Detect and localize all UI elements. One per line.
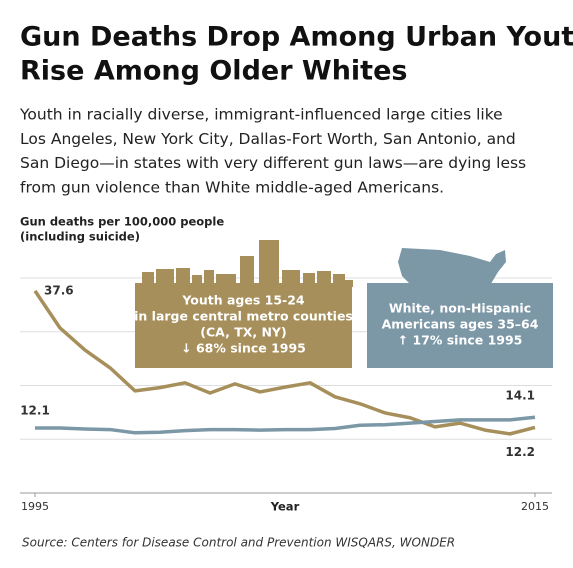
- value-label: 14.1: [505, 389, 535, 403]
- chart-subtitle: San Diego—in states with very different …: [20, 154, 526, 172]
- white-box: [367, 283, 553, 368]
- chart-subtitle: Youth in racially diverse, immigrant-inf…: [19, 106, 503, 124]
- x-tick-label: 1995: [21, 500, 49, 513]
- series-line: [35, 415, 536, 435]
- skyline-icon: [142, 240, 353, 287]
- source-note: Source: Centers for Disease Control and …: [22, 536, 455, 550]
- chart-subtitle: Los Angeles, New York City, Dallas-Fort …: [20, 130, 516, 148]
- series-line: [33, 289, 536, 436]
- x-axis-label: Year: [270, 500, 300, 514]
- annotation: Americans ages 35–64: [382, 317, 539, 332]
- y-axis-label: (including suicide): [20, 230, 140, 244]
- value-label: 37.6: [44, 283, 74, 297]
- chart-title: Gun Deaths Drop Among Urban Youth,: [20, 22, 573, 53]
- annotation: in large central metro counties: [134, 309, 353, 324]
- youth-box: [135, 283, 352, 368]
- y-axis-label: Gun deaths per 100,000 people: [20, 215, 224, 229]
- chart-title: Rise Among Older Whites: [20, 56, 407, 87]
- annotation: Youth ages 15-24: [181, 293, 305, 308]
- x-tick-label: 2015: [521, 500, 549, 513]
- annotation: (CA, TX, NY): [200, 325, 286, 340]
- annotation: ↓ 68% since 1995: [181, 341, 306, 356]
- value-label: 12.2: [505, 445, 535, 459]
- value-label: 12.1: [20, 403, 50, 417]
- annotation: White, non-Hispanic: [389, 301, 531, 316]
- chart-subtitle: from gun violence than White middle-aged…: [20, 178, 444, 196]
- annotation: ↑ 17% since 1995: [398, 333, 523, 348]
